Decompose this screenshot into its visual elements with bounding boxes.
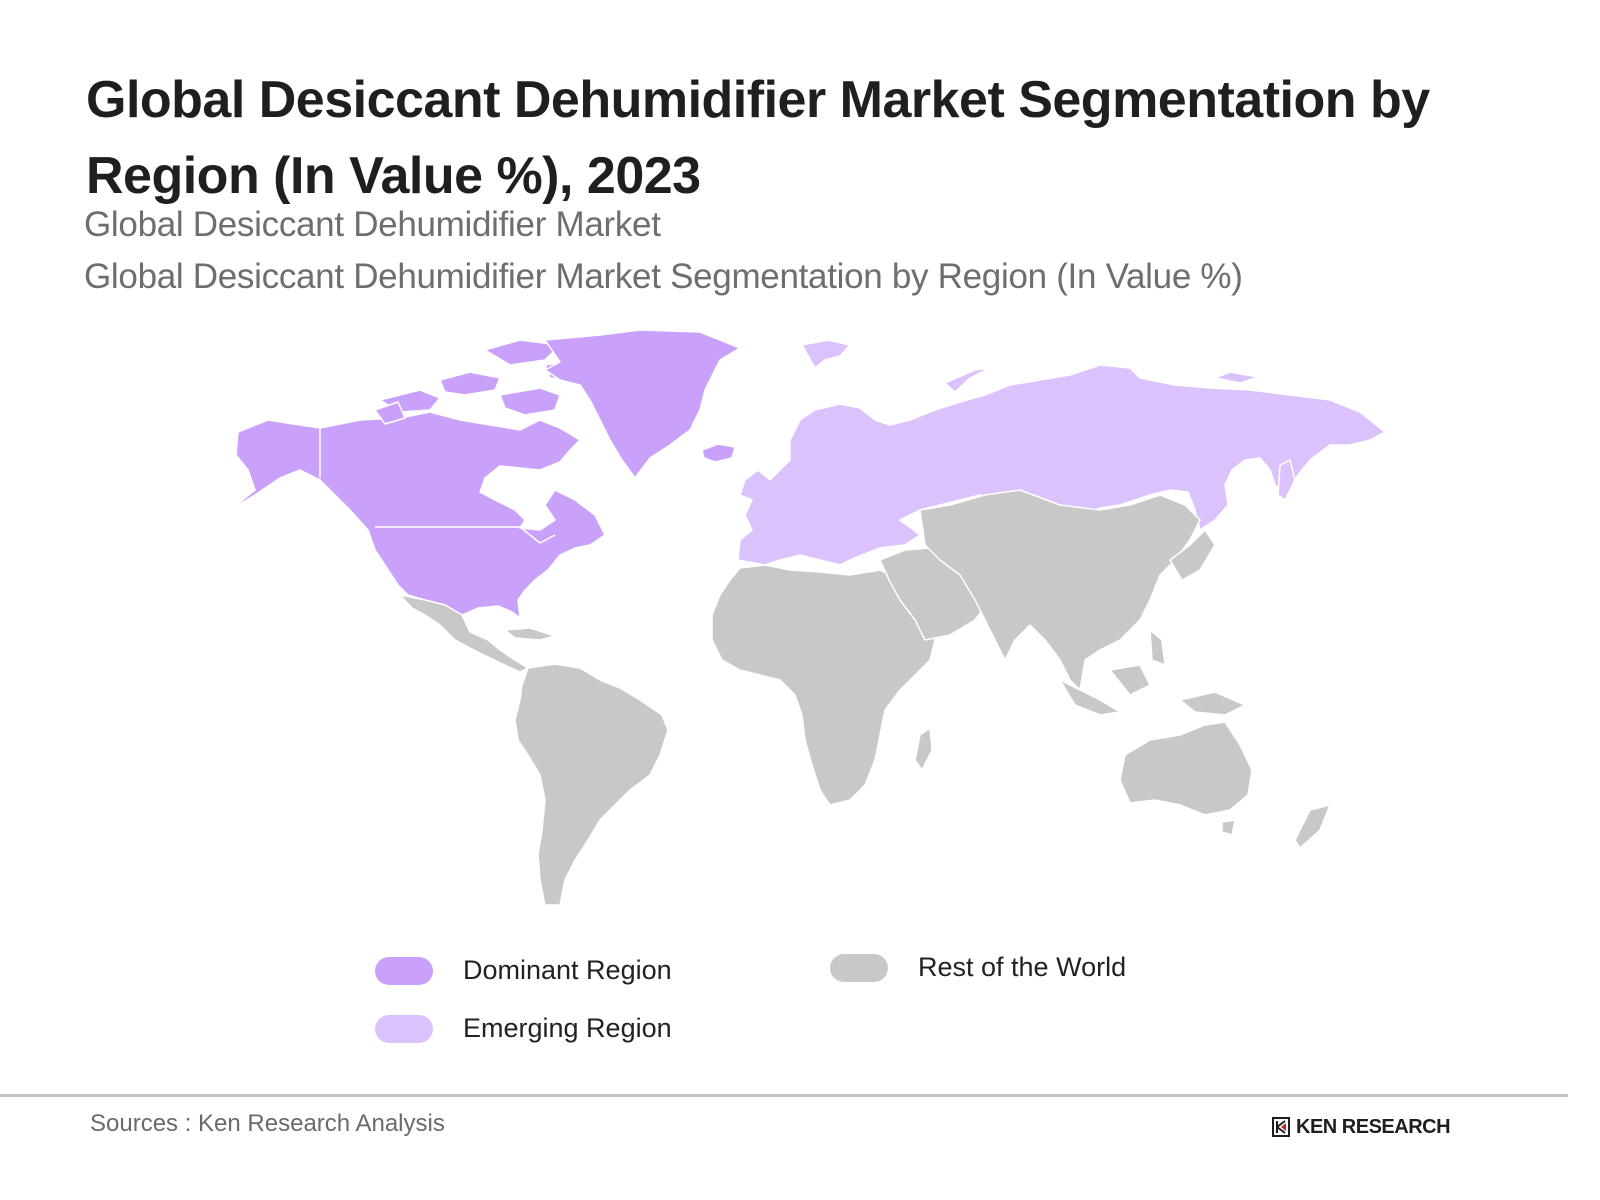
- chart-description: Global Desiccant Dehumidifier Market Seg…: [84, 257, 1243, 296]
- chart-title: Global Desiccant Dehumidifier Market Seg…: [86, 71, 1430, 205]
- legend-label: Emerging Region: [463, 1013, 672, 1043]
- legend-label: Dominant Region: [463, 955, 672, 985]
- legend-item-dominant-region: Dominant Region: [375, 955, 672, 986]
- region-north-america: [229, 329, 741, 619]
- world-map: [229, 329, 1386, 906]
- ken-research-logo-icon: [1272, 1116, 1290, 1137]
- legend-swatch-dominant: [375, 956, 433, 985]
- footer-divider: [0, 1094, 1568, 1097]
- region-rest-of-world: [399, 489, 1331, 906]
- logo-text: KEN RESEARCH: [1296, 1116, 1451, 1138]
- legend-swatch-emerging: [375, 1014, 433, 1043]
- chart-subtitle: Global Desiccant Dehumidifier Market: [84, 205, 661, 244]
- ken-research-logo: KEN RESEARCH: [1272, 1116, 1451, 1139]
- region-europe-russia: [737, 339, 1386, 566]
- legend-label: Rest of the World: [918, 952, 1127, 982]
- legend-item-rest-of-world: Rest of the World: [830, 952, 1126, 983]
- legend-swatch-rest: [830, 953, 888, 982]
- source-note: Sources : Ken Research Analysis: [90, 1110, 445, 1137]
- legend-item-emerging-region: Emerging Region: [375, 1013, 672, 1044]
